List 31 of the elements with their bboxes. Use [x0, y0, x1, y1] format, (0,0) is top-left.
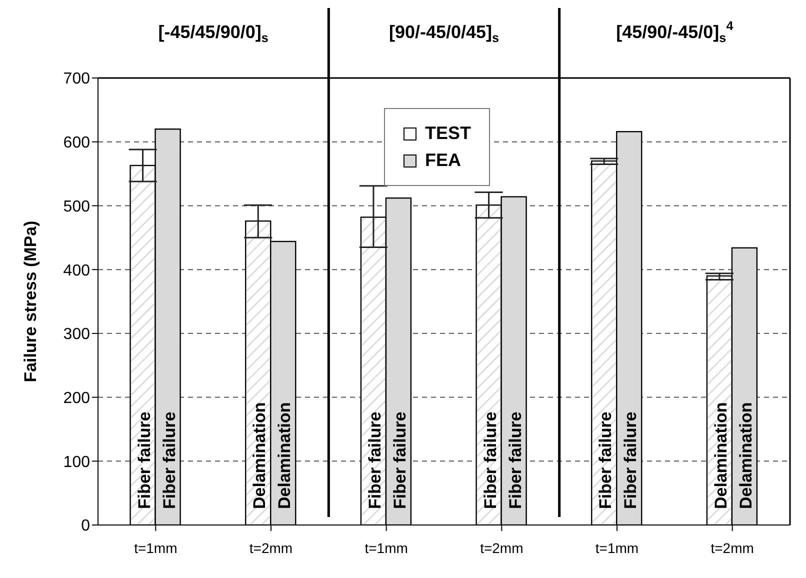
data-label: Fiber failure	[480, 412, 500, 509]
data-label: Fiber failure	[621, 412, 640, 509]
y-tick-label: 600	[63, 134, 90, 152]
data-label: Fiber failure	[134, 412, 154, 509]
y-tick-label: 500	[63, 198, 90, 216]
y-tick-label: 700	[63, 70, 90, 88]
y-axis-title: Failure stress (MPa)	[21, 220, 40, 382]
text: [90/-45/0/45]$_{s}$	[388, 22, 500, 45]
legend-label: TEST	[425, 123, 472, 144]
y-tick-label: 200	[63, 390, 90, 407]
y-tick-label: 100	[63, 454, 90, 471]
x-tick-label: t=1mm	[595, 540, 639, 556]
data-label: Delamination	[711, 402, 730, 509]
legend-label: FEA	[425, 150, 461, 171]
x-tick-label: t=2mm	[249, 540, 293, 556]
y-tick-label: 0	[81, 518, 90, 535]
y-tick-label: 400	[63, 262, 90, 280]
data-label: Delamination	[736, 402, 756, 509]
x-tick-label: t=1mm	[134, 540, 178, 556]
y-tick-label: 300	[63, 326, 90, 344]
data-label: Fiber failure	[596, 412, 616, 509]
data-label: Fiber failure	[365, 412, 384, 509]
text: [-45/45/90/0]$_{s}$	[158, 22, 268, 45]
x-tick-label: t=2mm	[710, 540, 754, 556]
data-label: Delamination	[250, 402, 270, 509]
data-label: Fiber failure	[160, 412, 179, 509]
x-tick-label: t=2mm	[480, 540, 524, 556]
data-label: Fiber failure	[506, 412, 525, 509]
data-label: Fiber failure	[390, 412, 410, 509]
data-label: Delamination	[275, 402, 294, 509]
x-tick-label: t=1mm	[364, 540, 408, 556]
